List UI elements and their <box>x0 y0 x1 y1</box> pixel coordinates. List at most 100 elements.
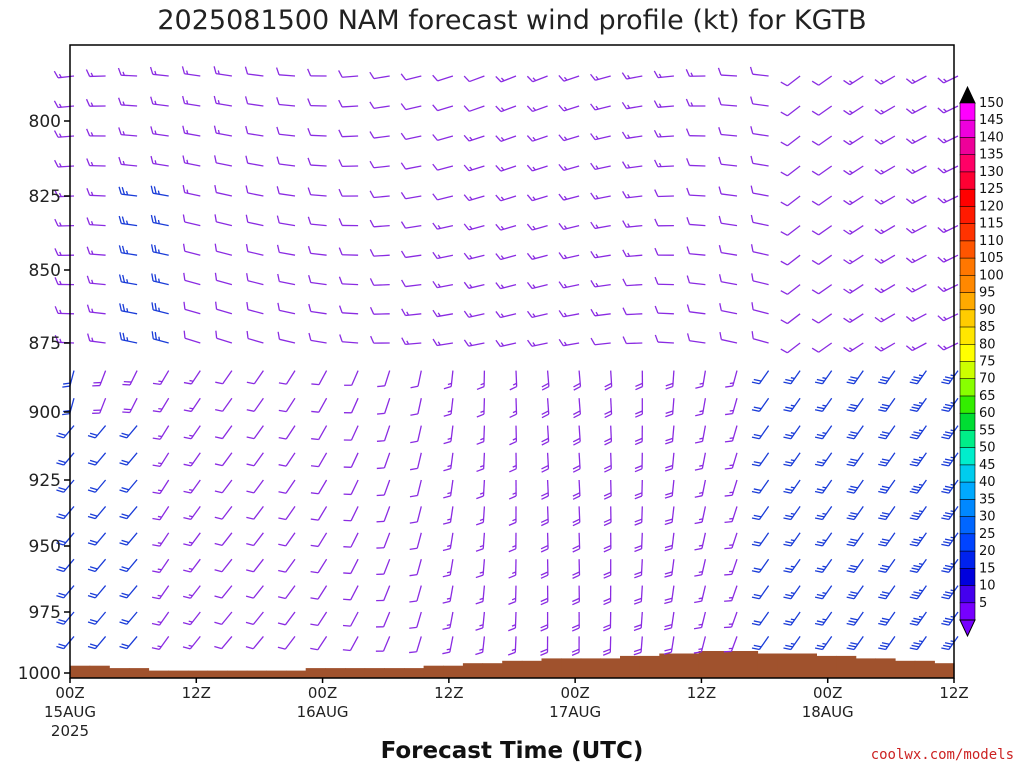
terrain-segment <box>895 660 916 678</box>
wind-barb <box>590 221 611 230</box>
wind-barb <box>409 585 422 603</box>
wind-barb <box>476 425 486 445</box>
terrain-segment <box>70 665 91 678</box>
wind-barb <box>215 397 233 412</box>
wind-barb <box>603 532 612 553</box>
terrain-segment <box>737 651 759 678</box>
wind-barb <box>811 225 833 236</box>
wind-barb <box>409 636 422 654</box>
wind-barb <box>54 159 75 168</box>
wind-barb <box>526 164 548 172</box>
wind-barb <box>54 218 75 227</box>
wind-barb <box>56 452 75 466</box>
wind-barb <box>476 398 486 418</box>
wind-barb <box>694 452 707 471</box>
wind-barb <box>152 397 170 413</box>
colorbar-swatch <box>959 447 976 466</box>
wind-barb <box>783 479 801 494</box>
wind-barb <box>343 479 359 496</box>
wind-barb <box>814 425 833 440</box>
wind-barb <box>814 532 833 547</box>
wind-barb <box>278 532 296 547</box>
wind-barb <box>783 370 801 385</box>
wind-barb <box>85 98 106 107</box>
wind-barb <box>56 611 75 625</box>
wind-barb <box>151 636 170 651</box>
colorbar-label: 5 <box>979 596 987 611</box>
wind-barb <box>117 67 138 77</box>
wind-barb <box>905 313 927 322</box>
wind-barb <box>526 105 548 113</box>
y-tick-label: 875 <box>29 334 61 354</box>
colorbar-swatch <box>959 361 976 380</box>
wind-barb <box>780 135 801 147</box>
y-tick-label: 900 <box>29 403 61 423</box>
wind-barb <box>86 158 106 167</box>
wind-barb <box>686 158 706 167</box>
wind-barb <box>463 252 485 260</box>
chart-title: 2025081500 NAM forecast wind profile (kt… <box>157 5 866 36</box>
wind-barb <box>214 184 233 197</box>
y-tick-label: 1000 <box>18 664 61 684</box>
wind-barb <box>664 559 675 578</box>
wind-barb <box>246 425 264 440</box>
wind-barb <box>409 559 422 577</box>
wind-barb <box>874 313 896 323</box>
wind-barb <box>308 303 327 315</box>
wind-barb <box>509 425 518 446</box>
wind-barb <box>400 192 422 200</box>
wind-barb <box>183 370 201 385</box>
wind-barb <box>750 185 769 197</box>
wind-barb <box>214 635 233 650</box>
wind-barb <box>246 532 264 547</box>
wind-barb <box>401 337 422 346</box>
terrain-segment <box>561 658 582 678</box>
wind-barb <box>719 331 738 344</box>
wind-barb <box>278 370 296 385</box>
y-tick-label: 950 <box>29 537 61 557</box>
wind-barb <box>811 254 833 265</box>
wind-barb <box>442 532 454 552</box>
wind-barb <box>811 313 833 324</box>
wind-barb <box>634 452 643 473</box>
wind-barb <box>814 558 833 573</box>
wind-barb <box>118 127 138 137</box>
wind-barb <box>343 585 359 601</box>
wind-barb <box>573 370 582 391</box>
wind-barb <box>509 370 518 391</box>
wind-barb <box>244 66 264 77</box>
wind-barb <box>654 218 674 227</box>
wind-barb <box>244 96 264 107</box>
wind-barb <box>344 370 359 386</box>
wind-barb <box>780 254 801 266</box>
colorbar-label: 75 <box>979 355 996 370</box>
wind-barb <box>183 330 201 344</box>
wind-barb <box>182 585 201 599</box>
wind-barb <box>693 611 707 630</box>
credit-link[interactable]: coolwx.com/models <box>871 747 1014 763</box>
terrain-segment <box>757 653 778 678</box>
wind-barb <box>846 479 864 494</box>
wind-barb <box>338 218 359 227</box>
wind-barb <box>846 558 864 573</box>
wind-barb <box>622 220 643 228</box>
wind-barb <box>541 479 549 500</box>
wind-barb <box>664 452 675 472</box>
wind-barb <box>183 558 201 573</box>
wind-barb <box>664 585 675 605</box>
x-tick-label: 12Z <box>182 684 211 702</box>
wind-barb <box>495 253 517 261</box>
wind-barb <box>653 129 674 138</box>
colorbar-swatch <box>959 137 976 156</box>
plot-border <box>69 44 955 679</box>
wind-barb <box>621 101 643 110</box>
wind-barb <box>694 425 707 444</box>
colorbar-swatch <box>959 154 976 173</box>
wind-barb <box>182 155 201 167</box>
wind-barb <box>878 506 896 521</box>
colorbar-swatch <box>959 585 976 604</box>
wind-barb <box>846 611 864 626</box>
wind-barb <box>277 331 296 344</box>
colorbar-label: 10 <box>979 579 996 594</box>
wind-barb <box>604 370 613 391</box>
